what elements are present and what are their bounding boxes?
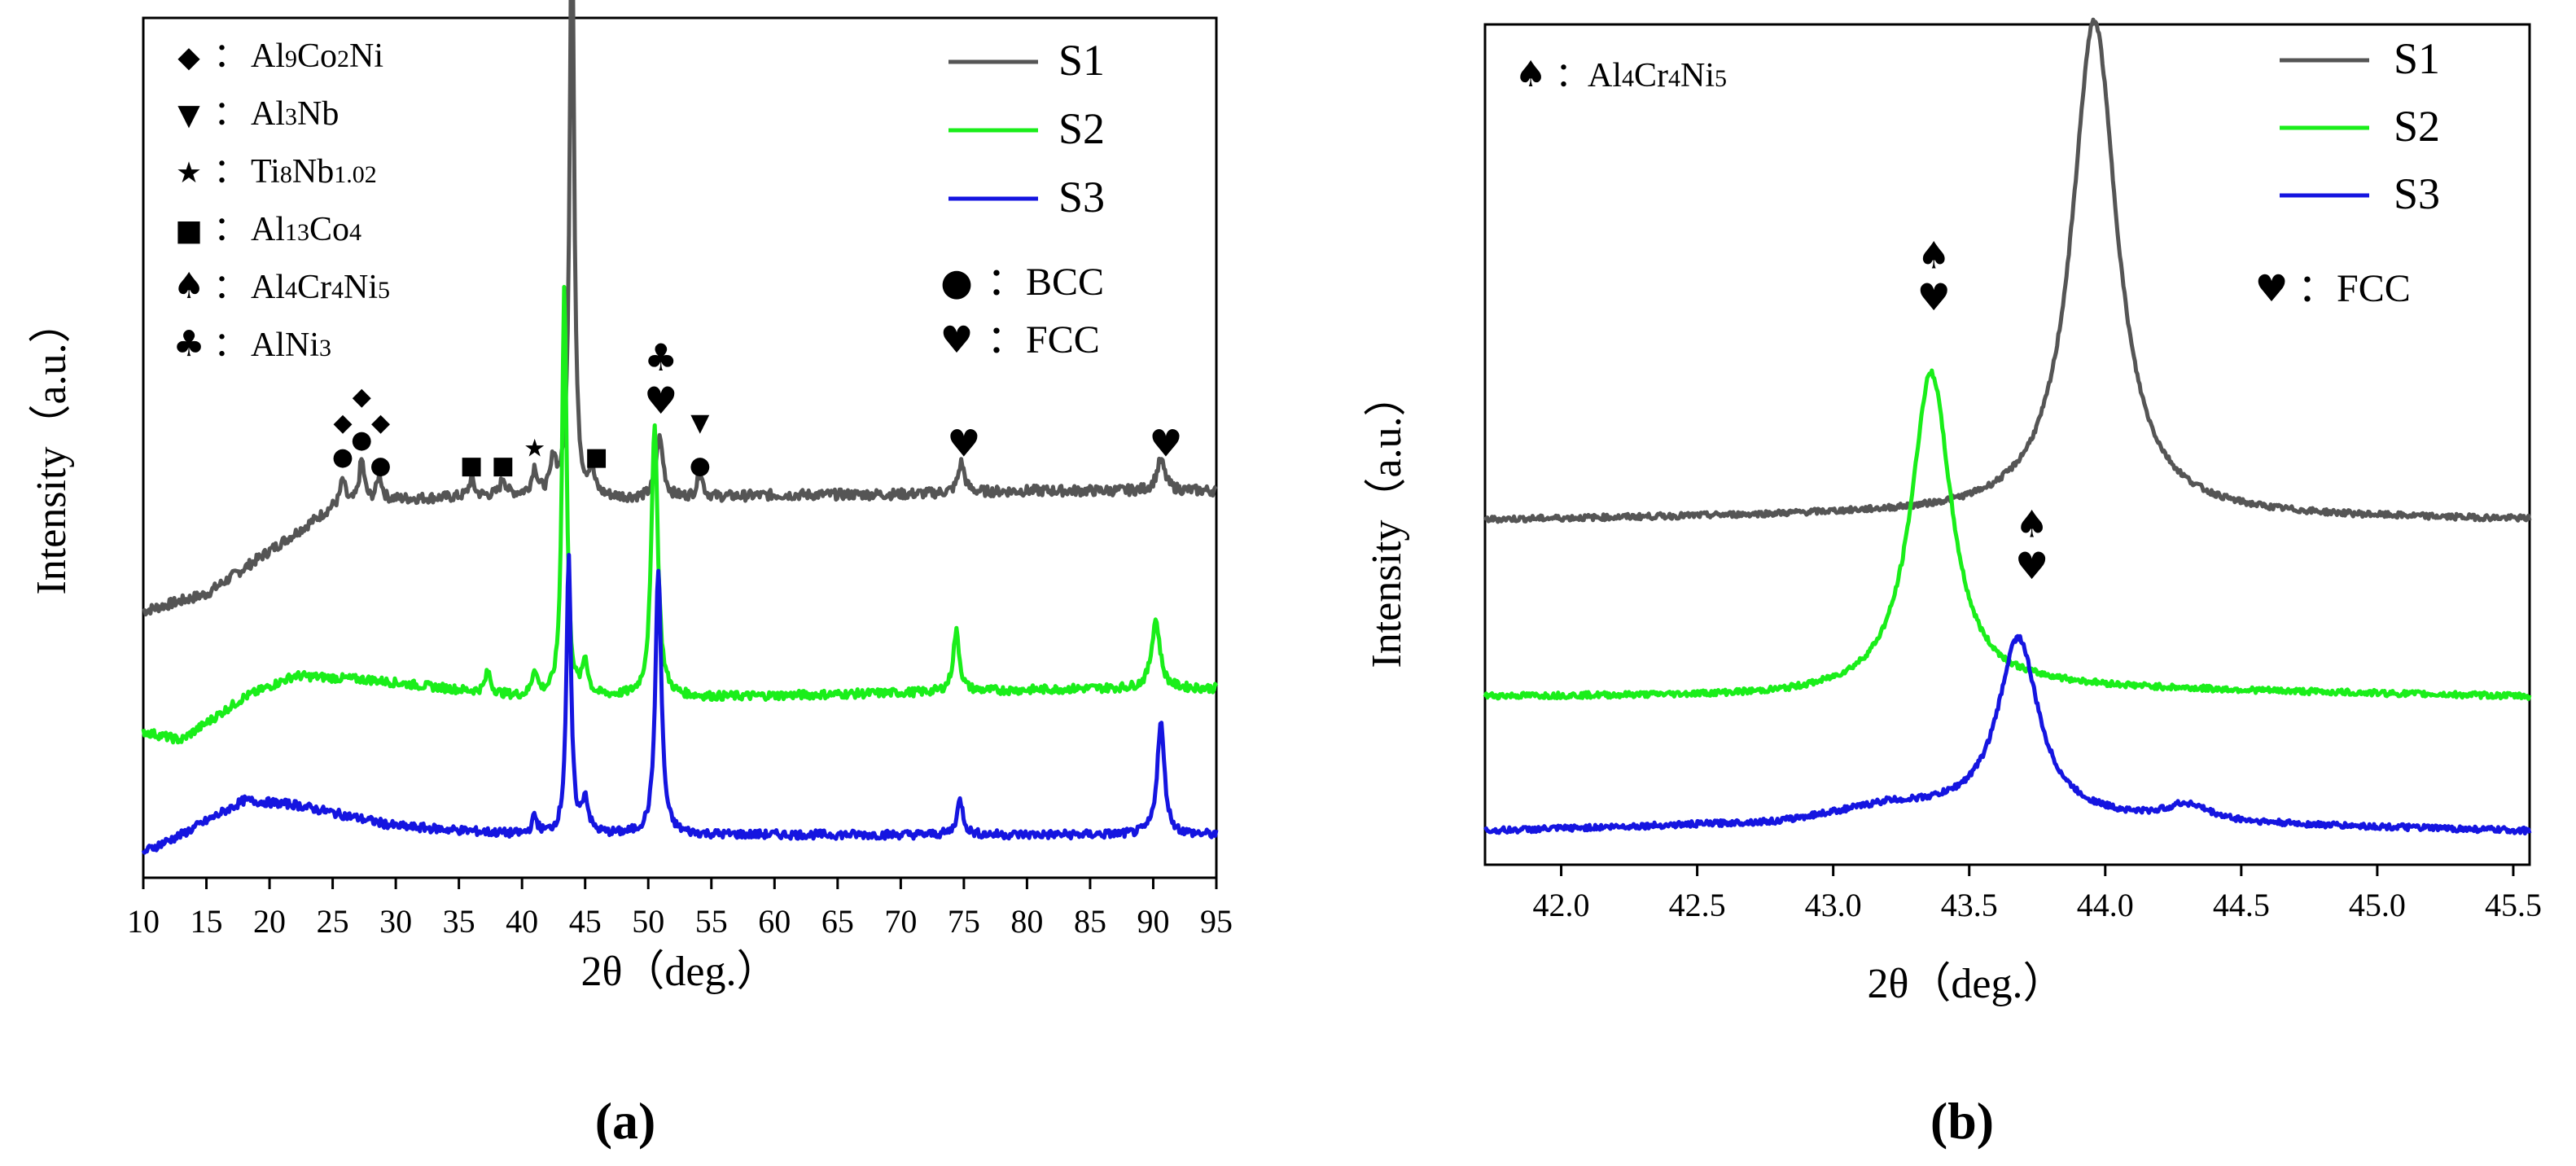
structure-legend-label: ：FCC [2298, 267, 2411, 310]
x-tick-label: 42.0 [1533, 887, 1590, 923]
peak-marker: ◆ [353, 383, 371, 411]
phase-legend-symbol: ♠ [1514, 54, 1547, 95]
x-tick-label: 45.0 [2349, 887, 2406, 923]
series-line-s2 [141, 284, 1219, 745]
panel-a-plot-frame [142, 16, 1218, 879]
peak-marker: ♥ [1917, 275, 1951, 319]
series-line-s3 [141, 553, 1219, 855]
peak-marker: ● [351, 426, 372, 454]
x-tick-label: 75 [948, 903, 980, 940]
phase-legend-formula: Al9Co2Ni [251, 37, 383, 75]
phase-legend-separator: ： [213, 269, 248, 306]
x-tick-label: 45.5 [2485, 887, 2542, 923]
x-tick-label: 43.5 [1941, 887, 1998, 923]
peak-marker: ▼ [690, 409, 709, 437]
legend-label-s3: S3 [1058, 173, 1105, 221]
panel-b-label: (b) [1930, 1092, 1994, 1150]
series-line-s1 [1483, 17, 2532, 524]
panel-b-chart: 42.042.543.043.544.044.545.045.5 ♠♥♠♥♠♥ … [1364, 17, 2542, 1150]
phase-legend-formula: Al4Cr4Ni5 [251, 269, 390, 306]
panel-b-x-axis-label: 2θ（deg.） [1868, 961, 2066, 1007]
x-tick-label: 15 [191, 903, 223, 940]
structure-legend-symbol: ● [940, 261, 973, 304]
peak-marker: ♥ [947, 422, 980, 466]
peak-marker: ♥ [1149, 422, 1182, 466]
peak-marker: ♣ [644, 335, 677, 379]
x-tick-label: 45 [569, 903, 602, 940]
x-tick-label: 55 [695, 903, 728, 940]
phase-legend-formula: Al3Nb [251, 95, 339, 133]
phase-legend-separator: ： [213, 153, 248, 191]
x-tick-label: 95 [1200, 903, 1233, 940]
phase-legend-symbol: ★ [176, 156, 202, 190]
legend-label-s3: S3 [2394, 169, 2440, 218]
x-tick-label: 40 [506, 903, 538, 940]
phase-legend-symbol: ◆ [177, 41, 200, 74]
x-tick-label: 44.5 [2213, 887, 2270, 923]
x-tick-label: 25 [317, 903, 349, 940]
panel-a-label: (a) [595, 1092, 656, 1150]
phase-legend-separator: ： [213, 327, 248, 364]
phase-legend-formula: Ti8Nb1.02 [251, 153, 377, 191]
peak-marker: ♥ [644, 379, 677, 423]
peak-marker: ♠ [1917, 233, 1951, 277]
x-tick-label: 90 [1137, 903, 1169, 940]
legend-label-s2: S2 [1058, 104, 1105, 153]
structure-legend-symbol: ♥ [2255, 267, 2289, 310]
peak-marker: ● [690, 452, 711, 480]
x-tick-label: 30 [379, 903, 412, 940]
peak-marker: ■ [585, 443, 607, 471]
panel-a-chart: 10 15 20 25 30 35 40 45 50 55 60 65 70 75 80 85 90 95 ◆●◆… [28, 0, 1233, 1150]
series-line-s3 [1483, 633, 2532, 836]
legend-label-s1: S1 [1058, 36, 1105, 85]
peak-marker: ■ [460, 452, 483, 480]
phase-legend-separator: ： [213, 37, 248, 75]
x-tick-label: 42.5 [1669, 887, 1726, 923]
x-tick-label: 20 [253, 903, 286, 940]
x-tick-label: 50 [632, 903, 664, 940]
phase-legend-symbol: ♣ [173, 323, 205, 365]
x-tick-label: 65 [821, 903, 854, 940]
phase-legend-separator: ： [213, 95, 248, 133]
panel-a-y-axis-label: Intensity（a.u.） [28, 300, 75, 594]
x-tick-label: 60 [758, 903, 791, 940]
legend-label-s2: S2 [2394, 102, 2440, 151]
series-line-s2 [1483, 368, 2532, 701]
x-tick-label: 10 [127, 903, 160, 940]
phase-legend-symbol: ▼ [177, 99, 200, 132]
peak-marker: ♠ [2015, 502, 2048, 546]
peak-marker: ★ [524, 435, 545, 463]
peak-marker: ● [332, 443, 353, 471]
peak-marker: ● [370, 452, 391, 480]
series-line-s1 [142, 0, 1218, 617]
peak-marker: ◆ [371, 409, 390, 437]
phase-legend-formula: Al4Cr4Ni5 [1588, 57, 1727, 94]
panel-a-x-axis-label: 2θ（deg.） [581, 949, 779, 995]
phase-legend-formula: Al13Co4 [251, 211, 361, 248]
legend-label-s1: S1 [2394, 34, 2440, 83]
structure-legend-symbol: ♥ [940, 318, 974, 362]
phase-legend-symbol: ■ [175, 214, 203, 248]
structure-legend-label: ：FCC [987, 318, 1100, 362]
phase-legend-separator: ： [1555, 57, 1589, 94]
x-tick-label: 43.0 [1805, 887, 1862, 923]
x-tick-label: 85 [1074, 903, 1106, 940]
panel-b-y-axis-label: Intensity（a.u.） [1364, 374, 1410, 668]
phase-legend-symbol: ♠ [173, 265, 205, 307]
x-tick-label: 80 [1010, 903, 1043, 940]
x-tick-label: 35 [443, 903, 475, 940]
peak-marker: ◆ [333, 409, 352, 437]
peak-marker: ■ [492, 452, 515, 480]
x-tick-label: 70 [884, 903, 917, 940]
x-tick-label: 44.0 [2077, 887, 2134, 923]
panel-b-plot-frame [1483, 23, 2531, 866]
phase-legend-formula: AlNi3 [251, 327, 331, 364]
phase-legend-separator: ： [213, 211, 248, 248]
structure-legend-label: ：BCC [987, 261, 1104, 304]
peak-marker: ♥ [2015, 544, 2048, 588]
